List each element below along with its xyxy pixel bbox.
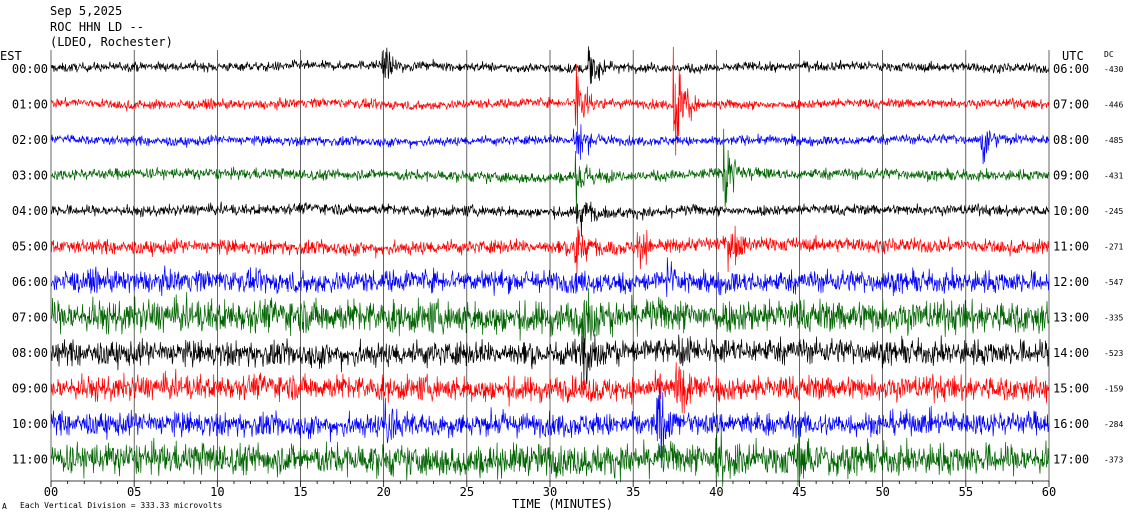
- dc-offset-label: -335: [1104, 314, 1123, 323]
- trace-0700: [50, 288, 1050, 354]
- dc-offset-label: -547: [1104, 278, 1123, 287]
- trace-1000: [50, 383, 1050, 469]
- dc-offset-label: -271: [1104, 243, 1123, 252]
- x-tick-label: 55: [959, 485, 973, 499]
- trace-0100: [50, 46, 1050, 156]
- utc-hour-label: 12:00: [1053, 275, 1089, 289]
- x-tick-label: 30: [543, 485, 557, 499]
- time-grid: [50, 50, 1050, 481]
- utc-hour-label: 16:00: [1053, 417, 1089, 431]
- x-tick-label: 60: [1042, 485, 1056, 499]
- dc-offset-label: -245: [1104, 207, 1123, 216]
- x-tick-label: 10: [210, 485, 224, 499]
- footer-mark: A: [2, 502, 7, 511]
- utc-hour-label: 13:00: [1053, 311, 1089, 325]
- x-tick-label: 40: [709, 485, 723, 499]
- dc-offset-label: -446: [1104, 101, 1123, 110]
- utc-hour-label: 07:00: [1053, 98, 1089, 112]
- dc-offset-label: -485: [1104, 136, 1123, 145]
- est-hour-label: 00:00: [12, 62, 48, 76]
- est-hour-label: 07:00: [12, 311, 48, 325]
- x-tick-label: 25: [460, 485, 474, 499]
- trace-0000: [51, 46, 1050, 84]
- dc-offset-label: -523: [1104, 349, 1123, 358]
- x-axis-ticks: 00 05 10 15 20 25 30 35 40 45 50 55 60: [44, 480, 1056, 499]
- utc-hour-label: 11:00: [1053, 240, 1089, 254]
- est-hour-label: 03:00: [12, 169, 48, 183]
- x-tick-label: 45: [792, 485, 806, 499]
- dc-offset-label: -284: [1104, 420, 1123, 429]
- dc-offset-label: -430: [1104, 65, 1123, 74]
- trace-0200: [50, 124, 1050, 165]
- footer-division-note: Each Vertical Division = 333.33 microvol…: [20, 501, 222, 510]
- header-network: (LDEO, Rochester): [50, 35, 173, 49]
- utc-hour-label: 15:00: [1053, 382, 1089, 396]
- trace-0400: [50, 201, 1050, 237]
- header-date: Sep 5,2025: [50, 4, 122, 18]
- dc-offset-label: -431: [1104, 172, 1123, 181]
- row-labels: 00:00 06:00 -430 01:00 07:00 -446 02:00 08:00 -4…: [12, 62, 1124, 467]
- est-hour-label: 06:00: [12, 275, 48, 289]
- trace-0500: [50, 225, 1050, 274]
- trace-0300: [50, 128, 1050, 214]
- x-tick-label: 00: [44, 485, 58, 499]
- dc-offset-label: -159: [1104, 385, 1123, 394]
- utc-hour-label: 10:00: [1053, 204, 1089, 218]
- x-tick-label: 35: [626, 485, 640, 499]
- dc-title: DC: [1104, 50, 1114, 59]
- est-hour-label: 11:00: [12, 453, 48, 467]
- utc-hour-label: 09:00: [1053, 169, 1089, 183]
- x-axis-title: TIME (MINUTES): [512, 497, 613, 511]
- est-hour-label: 05:00: [12, 240, 48, 254]
- est-hour-label: 08:00: [12, 346, 48, 360]
- header-station: ROC HHN LD --: [50, 20, 144, 34]
- trace-0900: [50, 362, 1050, 414]
- est-hour-label: 01:00: [12, 98, 48, 112]
- dc-offset-label: -373: [1104, 456, 1123, 465]
- seismic-traces: [50, 46, 1050, 488]
- x-tick-label: 15: [293, 485, 307, 499]
- est-hour-label: 04:00: [12, 204, 48, 218]
- utc-hour-label: 14:00: [1053, 346, 1089, 360]
- est-hour-label: 02:00: [12, 133, 48, 147]
- trace-0600: [50, 257, 1050, 298]
- est-hour-label: 10:00: [12, 417, 48, 431]
- utc-hour-label: 17:00: [1053, 453, 1089, 467]
- right-axis-title: UTC: [1062, 49, 1084, 63]
- utc-hour-label: 06:00: [1053, 62, 1089, 76]
- left-axis-title: EST: [0, 49, 22, 63]
- x-tick-label: 20: [376, 485, 390, 499]
- est-hour-label: 09:00: [12, 382, 48, 396]
- x-tick-label: 50: [875, 485, 889, 499]
- trace-1100: [50, 424, 1050, 488]
- x-tick-label: 05: [127, 485, 141, 499]
- utc-hour-label: 08:00: [1053, 133, 1089, 147]
- trace-0800: [50, 334, 1050, 386]
